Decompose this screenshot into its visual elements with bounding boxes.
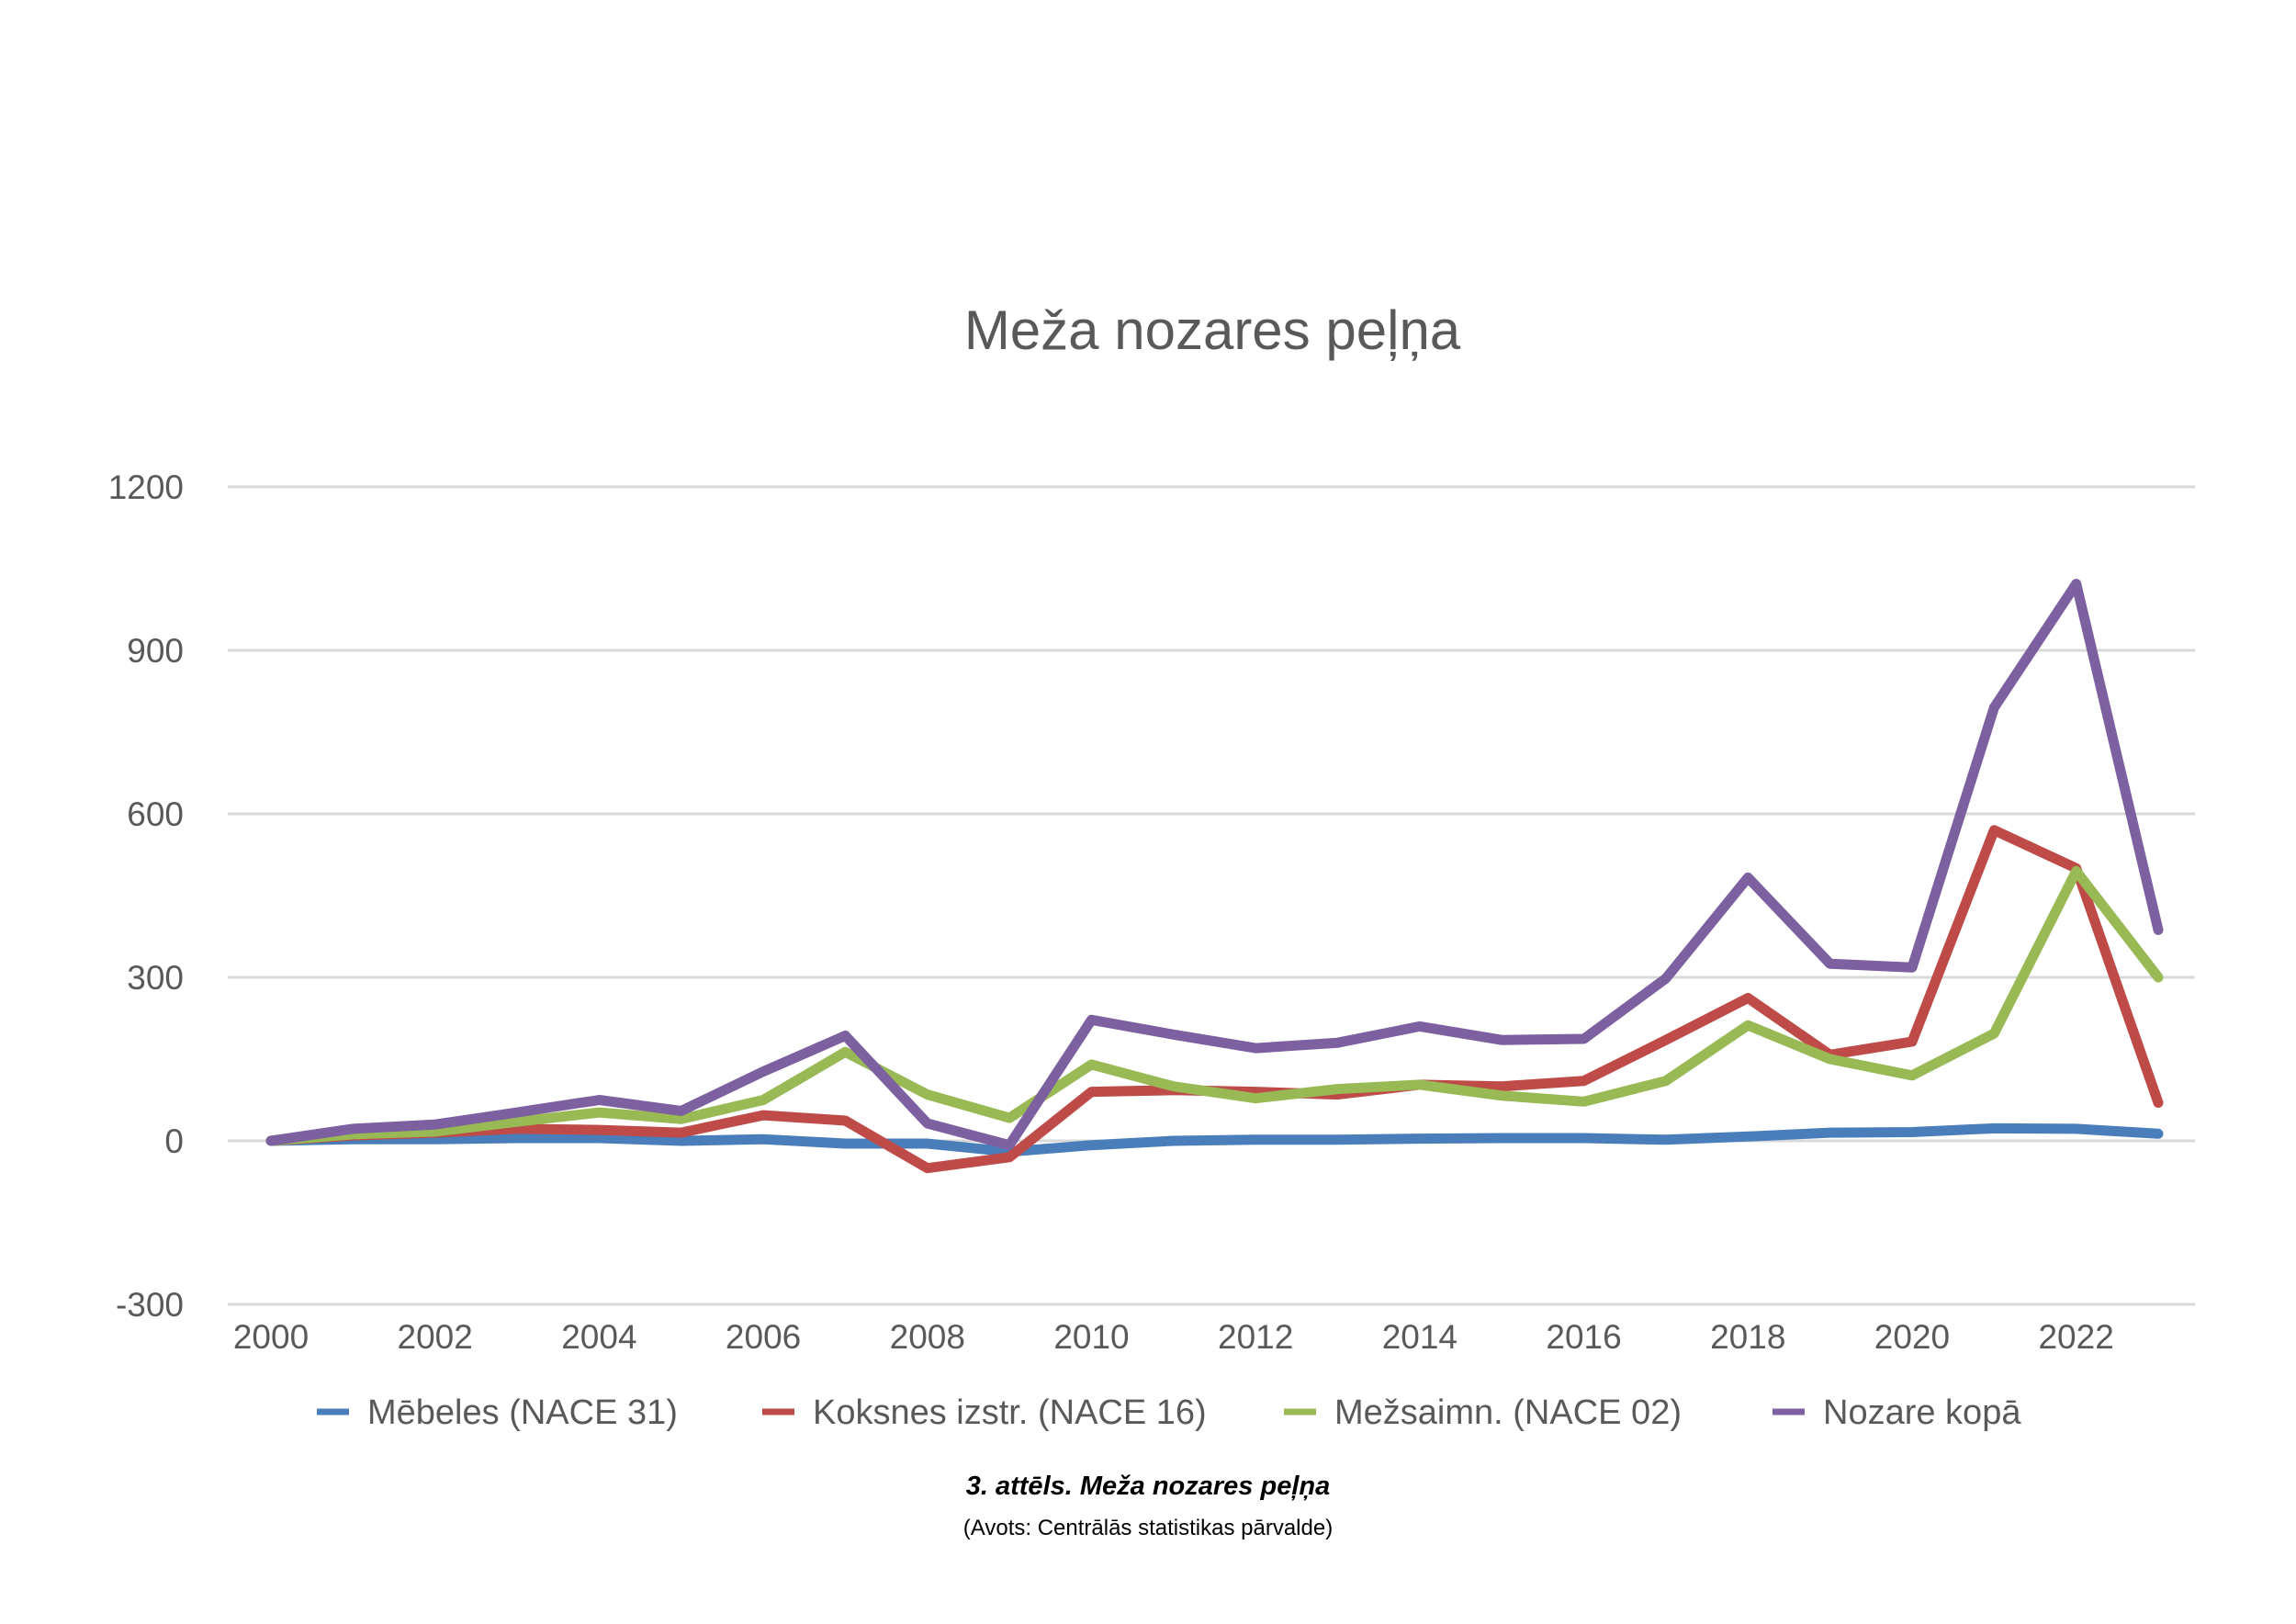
y-axis-ticks: -300 0 300 600 900 1200 [108, 468, 184, 1324]
x-tick-label: 2014 [1382, 1318, 1458, 1356]
figure-caption: 3. attēls. Meža nozares peļņa [965, 1472, 1331, 1501]
x-tick-label: 2002 [398, 1318, 473, 1356]
x-tick-label: 2022 [2038, 1318, 2113, 1356]
x-tick-label: 2008 [890, 1318, 965, 1356]
x-tick-label: 2012 [1218, 1318, 1293, 1356]
legend: Mēbeles (NACE 31) Koksnes izstr. (NACE 16… [317, 1393, 2021, 1432]
x-tick-label: 2000 [233, 1318, 309, 1356]
chart-area [0, 0, 2296, 1433]
x-tick-label: 2016 [1546, 1318, 1621, 1356]
y-tick-label: 900 [127, 632, 184, 670]
series-line-3 [265, 579, 2164, 1151]
figure-source: (Avots: Centrālās statistikas pārvalde) [962, 1516, 1334, 1540]
y-tick-label: -300 [116, 1286, 184, 1324]
x-tick-label: 2004 [561, 1318, 636, 1356]
series-lines [265, 579, 2164, 1174]
legend-label: Mēbeles (NACE 31) [367, 1393, 678, 1432]
y-tick-label: 600 [127, 795, 184, 833]
x-tick-label: 2020 [1874, 1318, 1950, 1356]
x-tick-label: 2018 [1710, 1318, 1785, 1356]
y-tick-label: 0 [164, 1122, 184, 1160]
x-tick-label: 2006 [726, 1318, 801, 1356]
series-line-2 [265, 865, 2164, 1146]
legend-label: Nozare kopā [1823, 1393, 2021, 1432]
chart-title: Meža nozares peļņa [964, 299, 1461, 361]
x-tick-label: 2010 [1053, 1318, 1129, 1356]
y-tick-label: 1200 [108, 468, 184, 506]
x-axis-ticks: 2000 2002 2004 2006 2008 2010 2012 2014 2016 2018… [233, 1318, 2114, 1356]
series-line-0 [265, 1122, 2164, 1157]
y-tick-label: 300 [127, 959, 184, 997]
legend-label: Mežsaimn. (NACE 02) [1334, 1393, 1682, 1432]
legend-label: Koksnes izstr. (NACE 16) [813, 1393, 1207, 1432]
